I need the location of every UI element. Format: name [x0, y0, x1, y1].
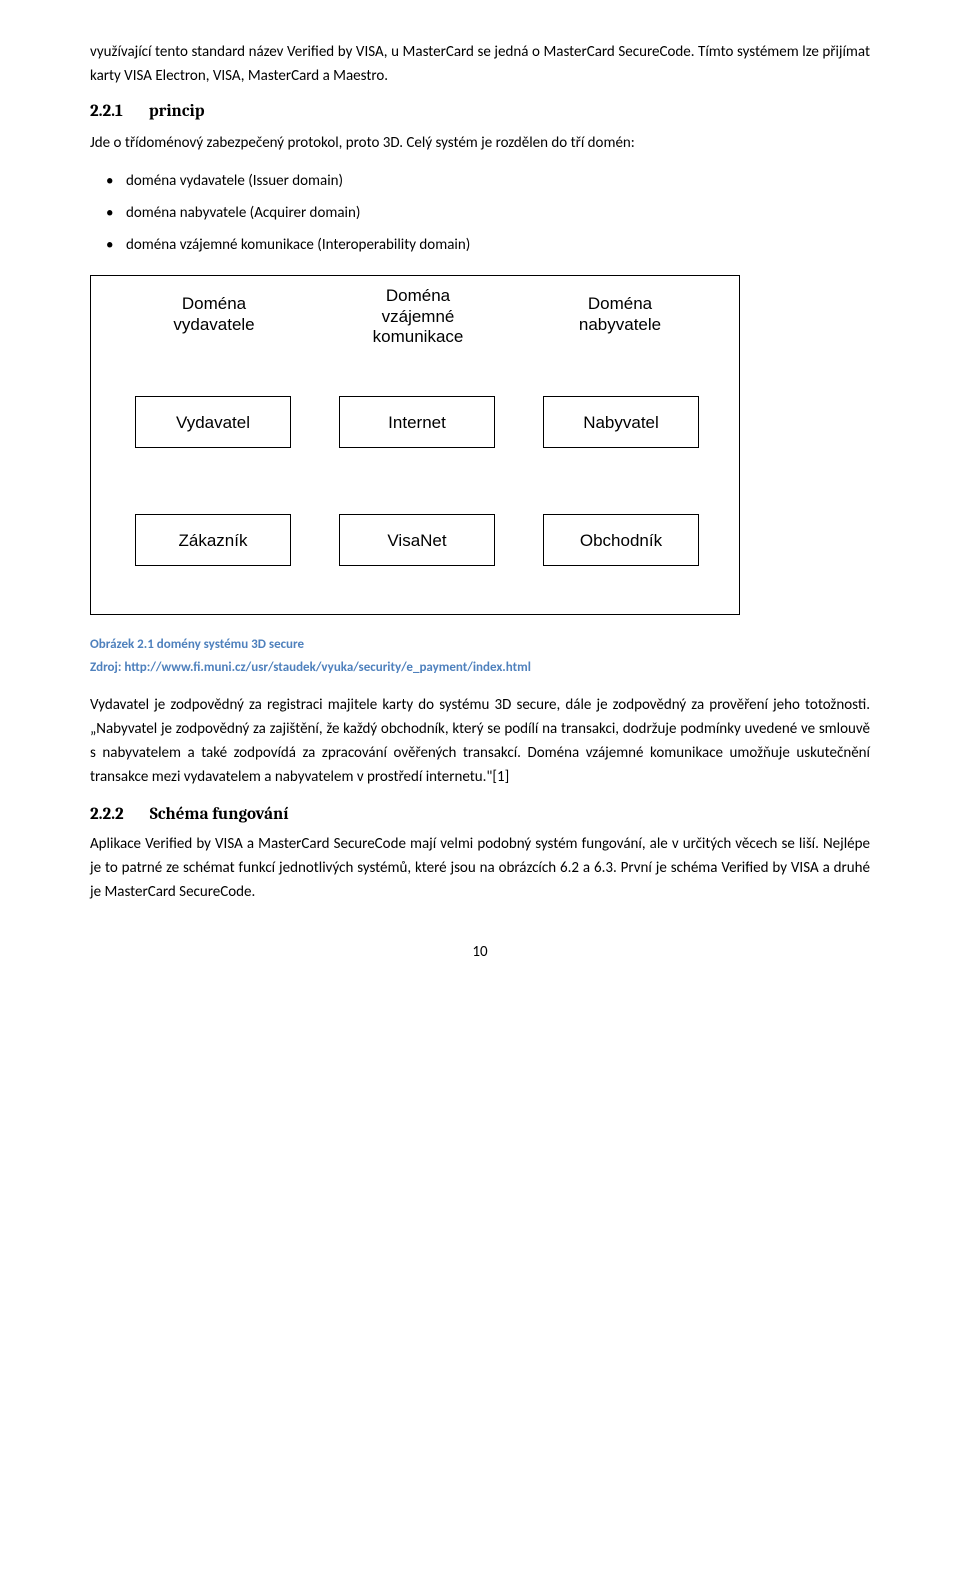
- intro-paragraph: využívající tento standard název Verifie…: [90, 40, 870, 88]
- protocol-paragraph: Jde o třídoménový zabezpečený protokol, …: [90, 131, 870, 155]
- list-item: doména nabyvatele (Acquirer domain): [126, 197, 870, 229]
- list-item: doména vzájemné komunikace (Interoperabi…: [126, 229, 870, 261]
- heading-2-2-2: 2.2.2 Schéma fungování: [90, 801, 870, 828]
- diagram-box: Internet: [339, 396, 495, 448]
- diagram-box: VisaNet: [339, 514, 495, 566]
- diagram-box: Obchodník: [543, 514, 699, 566]
- figure-caption: Obrázek 2.1 domény systému 3D secure: [90, 635, 870, 656]
- heading-number: 2.2.1: [90, 98, 123, 125]
- diagram-header: Doména vydavatele: [139, 294, 289, 335]
- schema-paragraph: Aplikace Verified by VISA a MasterCard S…: [90, 832, 870, 904]
- diagram-header: Doména vzájemné komunikace: [343, 286, 493, 347]
- heading-2-2-1: 2.2.1 princip: [90, 98, 870, 125]
- heading-text: princip: [149, 102, 205, 121]
- page-number: 10: [90, 940, 870, 964]
- domains-diagram: Doména vydavatele Doména vzájemné komuni…: [90, 275, 740, 615]
- diagram-box: Zákazník: [135, 514, 291, 566]
- list-item: doména vydavatele (Issuer domain): [126, 165, 870, 197]
- diagram-header: Doména nabyvatele: [545, 294, 695, 335]
- figure-source: Zdroj: http://www.fi.muni.cz/usr/staudek…: [90, 658, 870, 679]
- issuer-paragraph: Vydavatel je zodpovědný za registraci ma…: [90, 693, 870, 789]
- heading-text: Schéma fungování: [150, 805, 289, 824]
- diagram-box: Vydavatel: [135, 396, 291, 448]
- diagram-box: Nabyvatel: [543, 396, 699, 448]
- domain-bullet-list: doména vydavatele (Issuer domain) doména…: [90, 165, 870, 261]
- heading-number: 2.2.2: [90, 801, 124, 828]
